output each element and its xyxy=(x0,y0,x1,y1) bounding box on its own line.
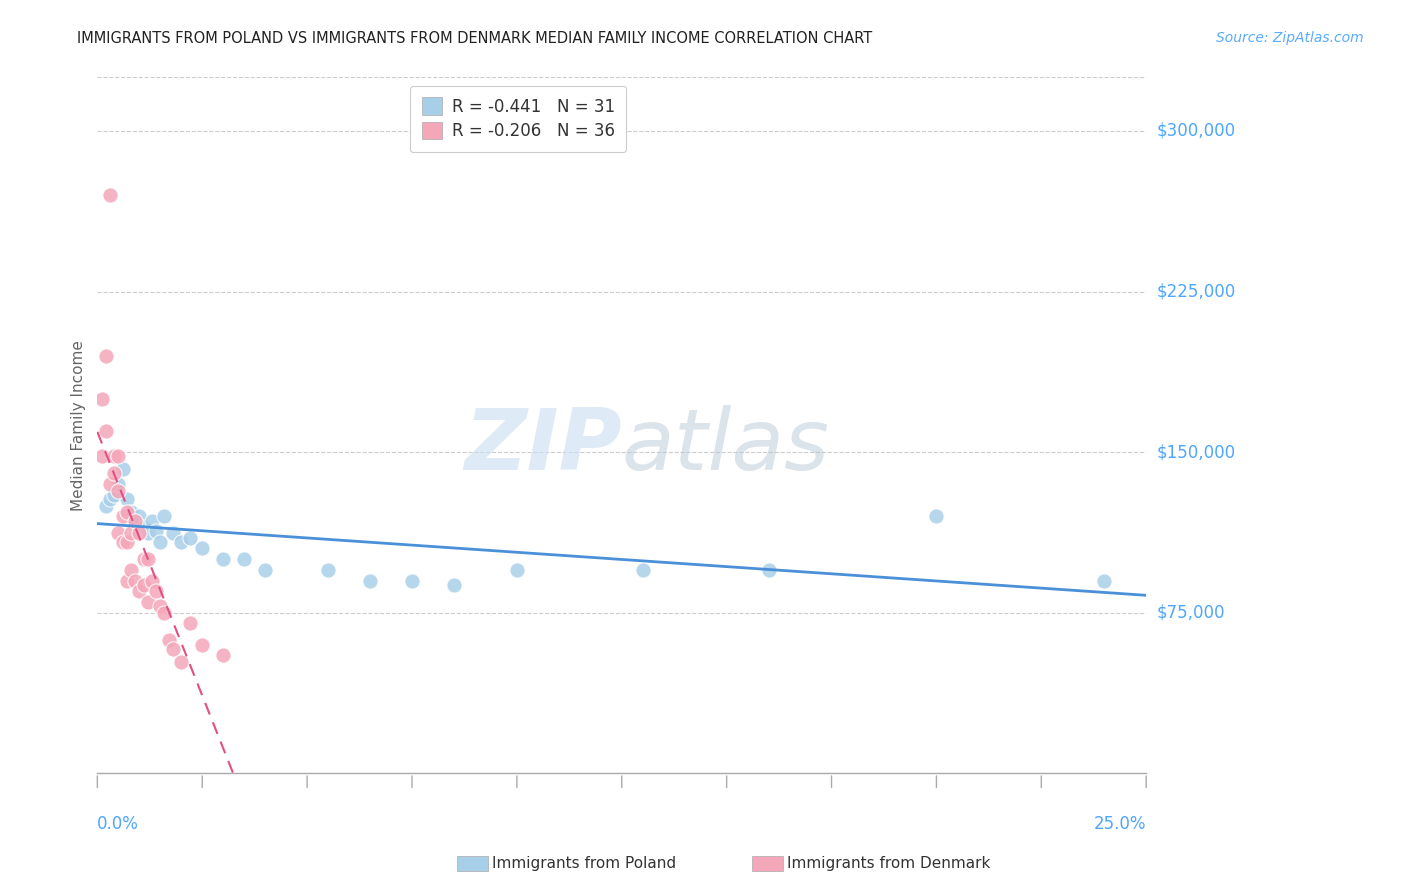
Text: 0.0%: 0.0% xyxy=(97,815,139,833)
Text: Immigrants from Poland: Immigrants from Poland xyxy=(492,856,676,871)
Point xyxy=(98,188,121,202)
Point xyxy=(506,563,529,577)
Point xyxy=(132,578,155,592)
Point xyxy=(90,450,112,464)
Point xyxy=(1092,574,1115,588)
Point xyxy=(191,541,214,556)
Point xyxy=(141,574,163,588)
Text: $75,000: $75,000 xyxy=(1157,604,1225,622)
Point xyxy=(179,616,201,631)
Point xyxy=(115,492,138,507)
Point xyxy=(107,483,129,498)
Text: $150,000: $150,000 xyxy=(1157,443,1236,461)
Point xyxy=(145,584,167,599)
Point xyxy=(132,552,155,566)
Point xyxy=(124,574,146,588)
Point xyxy=(316,563,339,577)
Point xyxy=(98,477,121,491)
Point xyxy=(111,462,134,476)
Point xyxy=(128,509,150,524)
Point xyxy=(153,606,176,620)
Point xyxy=(179,531,201,545)
Point xyxy=(758,563,780,577)
Y-axis label: Median Family Income: Median Family Income xyxy=(72,340,86,511)
Point xyxy=(191,638,214,652)
Point xyxy=(124,514,146,528)
Point xyxy=(157,633,180,648)
Legend: R = -0.441   N = 31, R = -0.206   N = 36: R = -0.441 N = 31, R = -0.206 N = 36 xyxy=(409,86,626,153)
Point xyxy=(94,499,117,513)
Point xyxy=(103,467,125,481)
Point xyxy=(111,535,134,549)
Text: IMMIGRANTS FROM POLAND VS IMMIGRANTS FROM DENMARK MEDIAN FAMILY INCOME CORRELATI: IMMIGRANTS FROM POLAND VS IMMIGRANTS FRO… xyxy=(77,31,873,46)
Point xyxy=(212,552,235,566)
Point xyxy=(120,563,142,577)
Point xyxy=(107,477,129,491)
Text: Source: ZipAtlas.com: Source: ZipAtlas.com xyxy=(1216,31,1364,45)
Point xyxy=(925,509,948,524)
Point xyxy=(170,655,193,669)
Point xyxy=(443,578,465,592)
Point xyxy=(162,642,184,657)
Point xyxy=(103,488,125,502)
Point xyxy=(132,520,155,534)
Text: $225,000: $225,000 xyxy=(1157,283,1236,301)
Point xyxy=(94,349,117,363)
Point xyxy=(111,509,134,524)
Point xyxy=(98,492,121,507)
Point xyxy=(359,574,381,588)
Point xyxy=(120,526,142,541)
Point xyxy=(94,424,117,438)
Point xyxy=(145,524,167,539)
Point xyxy=(103,450,125,464)
Point xyxy=(107,526,129,541)
Point xyxy=(90,392,112,406)
Point xyxy=(107,450,129,464)
Point xyxy=(136,552,159,566)
Point xyxy=(254,563,277,577)
Point xyxy=(212,648,235,663)
Point xyxy=(115,505,138,519)
Text: Immigrants from Denmark: Immigrants from Denmark xyxy=(787,856,991,871)
Point xyxy=(401,574,423,588)
Point xyxy=(136,595,159,609)
Point xyxy=(120,505,142,519)
Text: 25.0%: 25.0% xyxy=(1094,815,1146,833)
Point xyxy=(141,514,163,528)
Point xyxy=(170,535,193,549)
Text: $300,000: $300,000 xyxy=(1157,122,1236,140)
Point xyxy=(153,509,176,524)
Point xyxy=(124,514,146,528)
Point xyxy=(115,535,138,549)
Point xyxy=(128,584,150,599)
Point xyxy=(128,526,150,541)
Text: atlas: atlas xyxy=(621,405,830,488)
Text: ZIP: ZIP xyxy=(464,405,621,488)
Point xyxy=(149,599,172,614)
Point xyxy=(233,552,256,566)
Point xyxy=(631,563,654,577)
Point xyxy=(115,574,138,588)
Point xyxy=(136,526,159,541)
Point xyxy=(149,535,172,549)
Point xyxy=(162,526,184,541)
